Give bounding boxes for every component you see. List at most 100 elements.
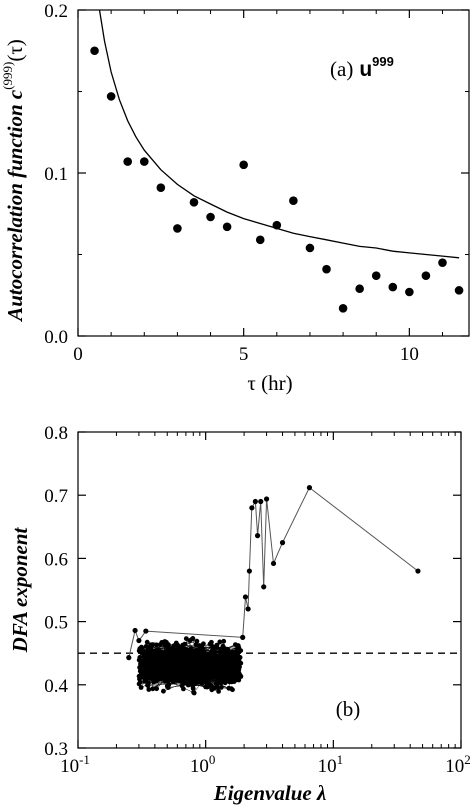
panel-b-cluster-point — [152, 672, 158, 678]
panel-b-cluster-point — [200, 654, 206, 660]
panel-b-cluster-point — [149, 655, 155, 660]
panel-a-y-label-tail: (τ) — [3, 39, 27, 61]
panel-a-fit-curve-group — [98, 9, 460, 259]
panel-b-y-tick-label: 0.4 — [44, 676, 68, 697]
panel-b-cluster-point — [214, 642, 220, 648]
panel-b-cluster-point — [141, 658, 147, 663]
panel-b-cluster-point — [192, 652, 198, 658]
panel-b-cluster-point — [199, 668, 205, 673]
panel-b-cluster-point — [204, 665, 210, 671]
panel-b-cluster-point — [209, 685, 215, 690]
panel-b-cluster-point — [179, 659, 185, 665]
panel-a-y-axis-label: Autocorrelation function c(999)(τ) — [0, 39, 27, 323]
panel-b-series-point — [136, 637, 142, 644]
panel-a-data-point — [239, 160, 248, 170]
panel-b-series-line — [128, 486, 419, 658]
panel-a-data-point — [388, 282, 398, 292]
panel-b-cluster-point — [238, 660, 244, 666]
panel-a-x-tick-label: 0 — [73, 344, 83, 365]
panel-b-cluster-point — [206, 677, 212, 683]
panel-b-cluster-point — [233, 672, 239, 678]
panel-b-cluster-point — [190, 686, 196, 691]
panel-b-series-point — [242, 594, 249, 600]
panel-a-data-point — [206, 212, 215, 222]
panel-b-cluster-point — [150, 686, 156, 692]
panel-a-data-point — [255, 235, 265, 245]
panel-a-data-point — [272, 220, 282, 230]
panel-b-cluster-point — [157, 669, 162, 675]
panel-b-series-point — [240, 634, 246, 641]
panel-a-y-tick-label: 0.2 — [44, 1, 68, 22]
panel-b-y-axis-label: DFA exponent — [8, 527, 32, 654]
panel-a-data-point — [123, 157, 133, 166]
panel-b-cluster-point — [141, 649, 147, 655]
panel-b-series-point — [261, 584, 267, 590]
panel-b-cluster-point — [213, 655, 219, 660]
panel-b-x-tick-label: 101 — [318, 752, 344, 777]
panel-b-cluster-point — [188, 648, 193, 653]
panel-b-series-point — [132, 627, 138, 634]
panel-b-cluster-point — [218, 680, 224, 686]
panel-b-cluster-point — [180, 665, 186, 671]
panel-b-series-point — [126, 655, 132, 661]
panel-b-cluster-point — [167, 670, 173, 676]
panel-b-cluster-point — [185, 682, 191, 688]
panel-a-data-point — [139, 157, 149, 166]
panel-a-y-tick-label: 0.1 — [44, 164, 68, 185]
panel-b-cluster-point — [221, 638, 227, 644]
panel-b-cluster-point — [192, 679, 197, 685]
panel-b-cluster-point — [228, 686, 234, 691]
panel-b-cluster-point — [233, 642, 238, 647]
panel-b-cluster-point — [152, 649, 158, 654]
panel-b-cluster-point — [155, 675, 161, 681]
panel-a-data-point — [305, 243, 315, 253]
panel-b-cluster-point — [172, 655, 178, 660]
panel-a-y-ticks: 0.0 0.1 0.2 — [44, 1, 469, 348]
panel-b-series-point — [415, 568, 421, 574]
panel-b-x-tick-label: 100 — [190, 752, 216, 777]
panel-b-cluster-point — [149, 676, 154, 682]
panel-b-cluster-point — [207, 672, 213, 678]
panel-b-series-point — [143, 628, 149, 634]
panel-b-cluster-point — [136, 648, 142, 654]
panel-a-data-points — [90, 46, 464, 313]
panel-a-data-point — [156, 183, 166, 192]
panel-b-cluster-point — [221, 661, 226, 667]
panel-b-cluster-point — [136, 681, 142, 687]
panel-b-y-tick-label: 0.7 — [44, 486, 68, 507]
panel-b-cluster-point — [213, 667, 218, 673]
panel-a-data-point — [405, 287, 414, 297]
panel-b-cluster-point — [169, 665, 175, 671]
panel-b-cluster-point — [175, 647, 180, 652]
panel-b-cluster-point — [151, 667, 157, 672]
panel-b-cluster-point — [199, 678, 205, 683]
panel-b-cluster-point — [216, 689, 222, 694]
panel-b-cluster-point — [214, 661, 220, 667]
panel-a-data-point — [173, 224, 182, 233]
panel-a-label: (a) — [330, 57, 353, 81]
panel-a-data-point — [322, 264, 331, 274]
panel-b-cluster-point — [226, 660, 232, 666]
panel-b-cluster-point — [183, 646, 189, 652]
panel-b-cluster-point — [162, 668, 168, 673]
panel-b-series-point — [258, 498, 264, 505]
panel-b-cluster-point — [195, 670, 201, 675]
panel-a-y-label-sup: (999) — [0, 62, 15, 90]
panel-a-data-point — [90, 46, 99, 56]
panel-b-cluster-point — [161, 688, 166, 694]
panel-b-cluster-point — [139, 644, 144, 650]
panel-a-data-point — [454, 286, 464, 295]
panel-b-cluster-point — [236, 654, 242, 660]
panel-b-cluster-point — [184, 669, 190, 675]
panel-b-cluster-point — [207, 651, 213, 657]
panel-b-series-point — [263, 496, 270, 502]
panel-b-cluster-point — [231, 666, 237, 672]
panel-b-eigenvalue-cluster — [136, 636, 244, 696]
panel-b-cluster-point — [154, 686, 160, 692]
panel-b-y-tick-label: 0.3 — [44, 739, 68, 760]
panel-b-series-point — [279, 540, 286, 546]
panel-b-cluster-point — [217, 639, 223, 645]
panel-a-symbol-sup: 999 — [372, 54, 394, 69]
panel-b-connected-series — [126, 485, 421, 661]
panel-b-cluster-point — [195, 649, 201, 655]
